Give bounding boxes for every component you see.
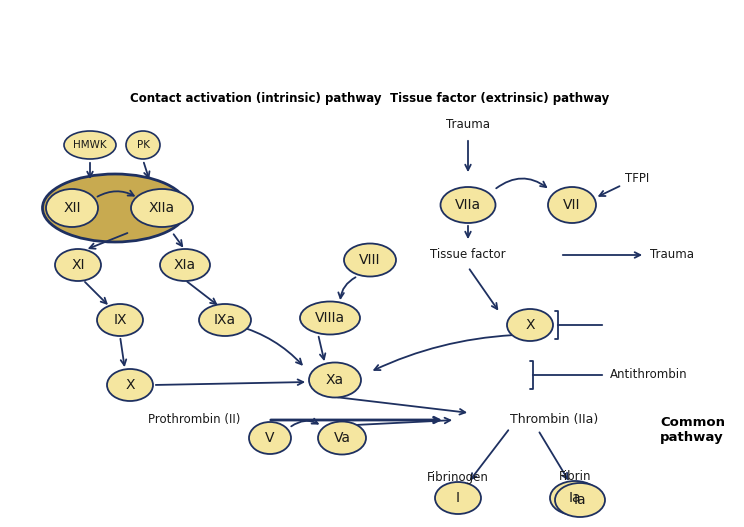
- Ellipse shape: [126, 131, 160, 159]
- Text: V: V: [266, 431, 275, 445]
- Ellipse shape: [107, 369, 153, 401]
- Text: XIIa: XIIa: [149, 201, 175, 215]
- Text: Ia: Ia: [568, 491, 581, 505]
- Text: XI: XI: [71, 258, 85, 272]
- Text: Thrombin (IIa): Thrombin (IIa): [510, 414, 598, 426]
- Ellipse shape: [309, 363, 361, 397]
- Text: X: X: [125, 378, 135, 392]
- Ellipse shape: [42, 174, 187, 242]
- Text: Clotting Cascade: Clotting Cascade: [187, 16, 557, 54]
- Ellipse shape: [55, 249, 101, 281]
- Text: Contact activation (intrinsic) pathway: Contact activation (intrinsic) pathway: [130, 92, 382, 105]
- Text: X: X: [525, 318, 535, 332]
- Text: XII: XII: [63, 201, 81, 215]
- Text: Xa: Xa: [326, 373, 344, 387]
- Text: Va: Va: [333, 431, 350, 445]
- Text: Trauma: Trauma: [446, 119, 490, 132]
- Text: PK: PK: [136, 140, 150, 150]
- Ellipse shape: [199, 304, 251, 336]
- Ellipse shape: [435, 482, 481, 514]
- Ellipse shape: [440, 187, 496, 223]
- Text: Tissue factor: Tissue factor: [430, 249, 506, 261]
- Ellipse shape: [249, 422, 291, 454]
- Text: VII: VII: [563, 198, 581, 212]
- Ellipse shape: [555, 483, 605, 517]
- Ellipse shape: [131, 189, 193, 227]
- Ellipse shape: [550, 481, 600, 515]
- Ellipse shape: [64, 131, 116, 159]
- Ellipse shape: [318, 422, 366, 454]
- Ellipse shape: [160, 249, 210, 281]
- Ellipse shape: [46, 189, 98, 227]
- Text: Antithrombin: Antithrombin: [610, 368, 687, 382]
- Text: XIa: XIa: [174, 258, 196, 272]
- Text: Trauma: Trauma: [650, 249, 694, 261]
- Ellipse shape: [507, 309, 553, 341]
- Ellipse shape: [548, 187, 596, 223]
- Ellipse shape: [300, 301, 360, 335]
- Text: Prothrombin (II): Prothrombin (II): [148, 414, 240, 426]
- Text: I: I: [456, 491, 460, 505]
- Text: IXa: IXa: [214, 313, 236, 327]
- Text: Common
pathway: Common pathway: [660, 416, 725, 444]
- Text: VIIIa: VIIIa: [315, 311, 345, 325]
- Text: Tissue factor (extrinsic) pathway: Tissue factor (extrinsic) pathway: [390, 92, 609, 105]
- Text: TFPI: TFPI: [625, 171, 650, 184]
- Text: Fibrin: Fibrin: [559, 471, 591, 483]
- Text: IX: IX: [113, 313, 126, 327]
- Text: HMWK: HMWK: [73, 140, 107, 150]
- Text: Fibrinogen: Fibrinogen: [427, 471, 489, 483]
- Text: VIII: VIII: [359, 253, 381, 267]
- Ellipse shape: [344, 243, 396, 277]
- Ellipse shape: [97, 304, 143, 336]
- Text: VIIa: VIIa: [455, 198, 481, 212]
- Text: Ia: Ia: [574, 493, 586, 507]
